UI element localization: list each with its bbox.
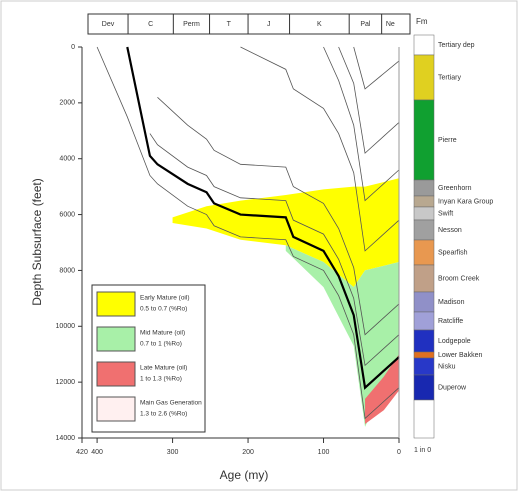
formation-label: Ratcliffe <box>438 318 463 325</box>
burial-curve <box>126 46 400 390</box>
formation-layer <box>413 374 435 401</box>
formation-label: Swift <box>438 210 453 217</box>
burial-curve <box>157 96 400 336</box>
x-axis-label: Age (my) <box>220 468 269 482</box>
burial-curve <box>240 46 400 252</box>
formation-layer <box>413 399 435 439</box>
legend-range: 0.5 to 0.7 (%Ro) <box>140 306 187 313</box>
formation-footer: 1 in 0 <box>414 447 431 454</box>
legend-label: Early Mature (oil) <box>140 295 189 302</box>
formation-label: Inyan Kara Group <box>438 198 493 205</box>
y-tick-label: 4000 <box>59 156 75 163</box>
legend-label: Mid Mature (oil) <box>140 330 185 337</box>
legend-range: 1 to 1.3 (%Ro) <box>140 376 182 383</box>
legend-swatch <box>96 396 136 422</box>
y-tick-label: 14000 <box>56 435 76 442</box>
formation-layer <box>413 351 435 359</box>
formation-layer <box>413 291 435 313</box>
y-tick-label: 12000 <box>56 379 76 386</box>
formation-layer <box>413 264 435 293</box>
formation-header: Fm <box>416 17 428 26</box>
burial-curve <box>353 46 400 90</box>
y-tick-label: 2000 <box>59 100 75 107</box>
formation-layer <box>413 219 435 241</box>
burial-curve <box>96 46 400 420</box>
formation-label: Duperow <box>438 384 467 391</box>
period-label: C <box>148 21 153 28</box>
legend-range: 0.7 to 1 (%Ro) <box>140 341 182 348</box>
formation-layer <box>413 357 435 376</box>
formation-layer <box>413 99 435 181</box>
formation-label: Nisku <box>438 363 456 370</box>
x-tick-label: 420 <box>76 449 88 456</box>
formation-label: Broom Creek <box>438 275 480 282</box>
period-label: Dev <box>102 21 115 28</box>
period-label: J <box>267 21 271 28</box>
legend-swatch <box>96 291 136 317</box>
burial-curve <box>323 46 400 202</box>
formation-layer <box>413 54 435 101</box>
x-tick-label: 100 <box>318 449 330 456</box>
x-tick-label: 400 <box>91 449 103 456</box>
y-tick-label: 0 <box>71 44 75 51</box>
period-label: Ne <box>386 21 395 28</box>
y-tick-label: 8000 <box>59 267 75 274</box>
x-tick-label: 200 <box>242 449 254 456</box>
formation-label: Spearfish <box>438 249 468 256</box>
formation-label: Nesson <box>438 227 462 234</box>
formation-label: Pierre <box>438 137 457 144</box>
formation-layer <box>413 329 435 353</box>
period-label: Pal <box>360 21 371 28</box>
legend-label: Late Mature (oil) <box>140 365 187 372</box>
period-label: K <box>317 21 322 28</box>
formation-layer <box>413 195 435 208</box>
formation-layer <box>413 34 435 56</box>
y-axis-label: Depth Subsurface (feet) <box>30 178 44 305</box>
formation-label: Tertiary dep <box>438 42 475 49</box>
x-tick-label: 0 <box>397 449 401 456</box>
legend-label: Main Gas Generation <box>140 400 202 407</box>
legend-swatch <box>96 361 136 387</box>
formation-layer <box>413 311 435 331</box>
formation-label: Lodgepole <box>438 338 471 345</box>
burial-curve <box>338 46 400 154</box>
formation-layer <box>413 179 435 197</box>
legend-range: 1.3 to 2.6 (%Ro) <box>140 411 187 418</box>
burial-curve <box>149 133 400 367</box>
x-tick-label: 300 <box>167 449 179 456</box>
y-tick-label: 6000 <box>59 211 75 218</box>
period-label: T <box>227 21 232 28</box>
y-tick-label: 10000 <box>56 323 76 330</box>
maturity-zone <box>172 178 399 288</box>
formation-layer <box>413 239 435 266</box>
formation-layer <box>413 206 435 221</box>
period-label: Perm <box>183 21 200 28</box>
formation-label: Tertiary <box>438 74 461 81</box>
formation-label: Madison <box>438 299 465 306</box>
maturity-zone <box>365 354 399 425</box>
formation-label: Lower Bakken <box>438 352 482 359</box>
formation-label: Greenhorn <box>438 185 472 192</box>
legend-swatch <box>96 326 136 352</box>
